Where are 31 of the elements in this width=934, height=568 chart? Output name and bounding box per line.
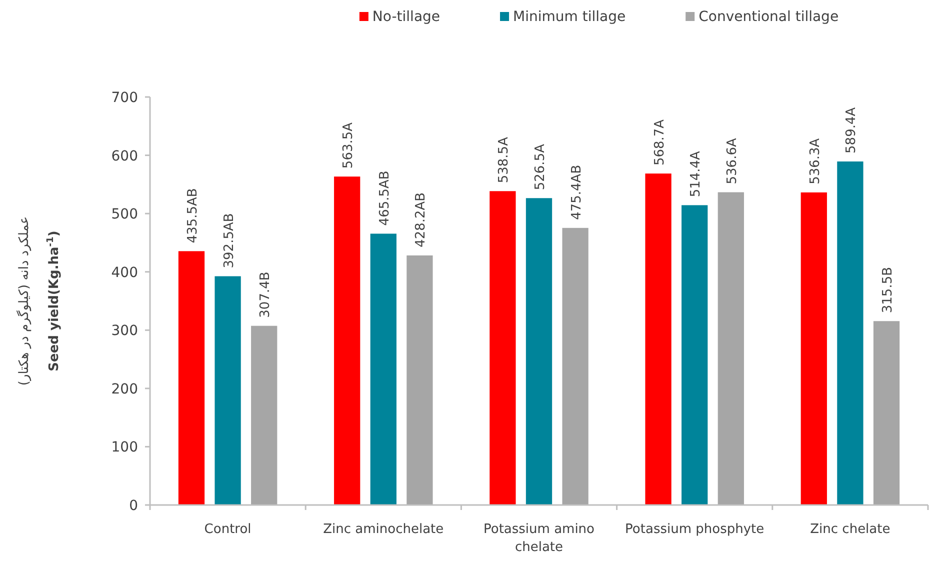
y-tick-label: 100: [111, 440, 138, 456]
data-label: 315.5B: [880, 266, 896, 314]
y-tick-label: 0: [129, 498, 138, 514]
data-label: 465.5AB: [377, 170, 392, 226]
x-tick-label: Potassium amino chelate: [483, 522, 595, 555]
y-tick-label: 200: [111, 381, 138, 398]
data-label: 475.4AB: [569, 164, 584, 220]
legend-label: No-tillage: [372, 9, 440, 25]
data-label: 589.4A: [844, 107, 860, 154]
x-tick-label: Zinc aminochelate: [323, 522, 444, 537]
data-label: 307.4B: [258, 272, 274, 318]
y-tick-label: 400: [111, 264, 138, 281]
y-tick-label: 300: [111, 323, 138, 340]
y-tick-label: 700: [111, 90, 138, 106]
x-tick-label: Control: [204, 522, 252, 537]
data-label: 435.5AB: [185, 188, 200, 244]
data-label: 536.6A: [724, 138, 740, 184]
data-label: 428.2AB: [414, 192, 429, 248]
data-label: 514.4A: [688, 150, 704, 198]
data-label: 536.3A: [808, 138, 823, 184]
legend-label: Conventional tillage: [698, 9, 839, 25]
x-tick-label: Potassium phosphyte: [625, 522, 764, 537]
data-label: 568.7A: [652, 119, 668, 166]
x-tick-label: Zinc chelate: [810, 522, 890, 537]
y-tick-label: 500: [111, 206, 138, 223]
data-label: 392.5AB: [222, 213, 237, 268]
legend-label: Minimum tillage: [513, 9, 626, 25]
data-label: 526.5A: [533, 144, 548, 190]
data-label: 538.5A: [496, 136, 512, 184]
y-tick-label: 600: [111, 148, 138, 164]
data-label: 563.5A: [341, 122, 356, 169]
